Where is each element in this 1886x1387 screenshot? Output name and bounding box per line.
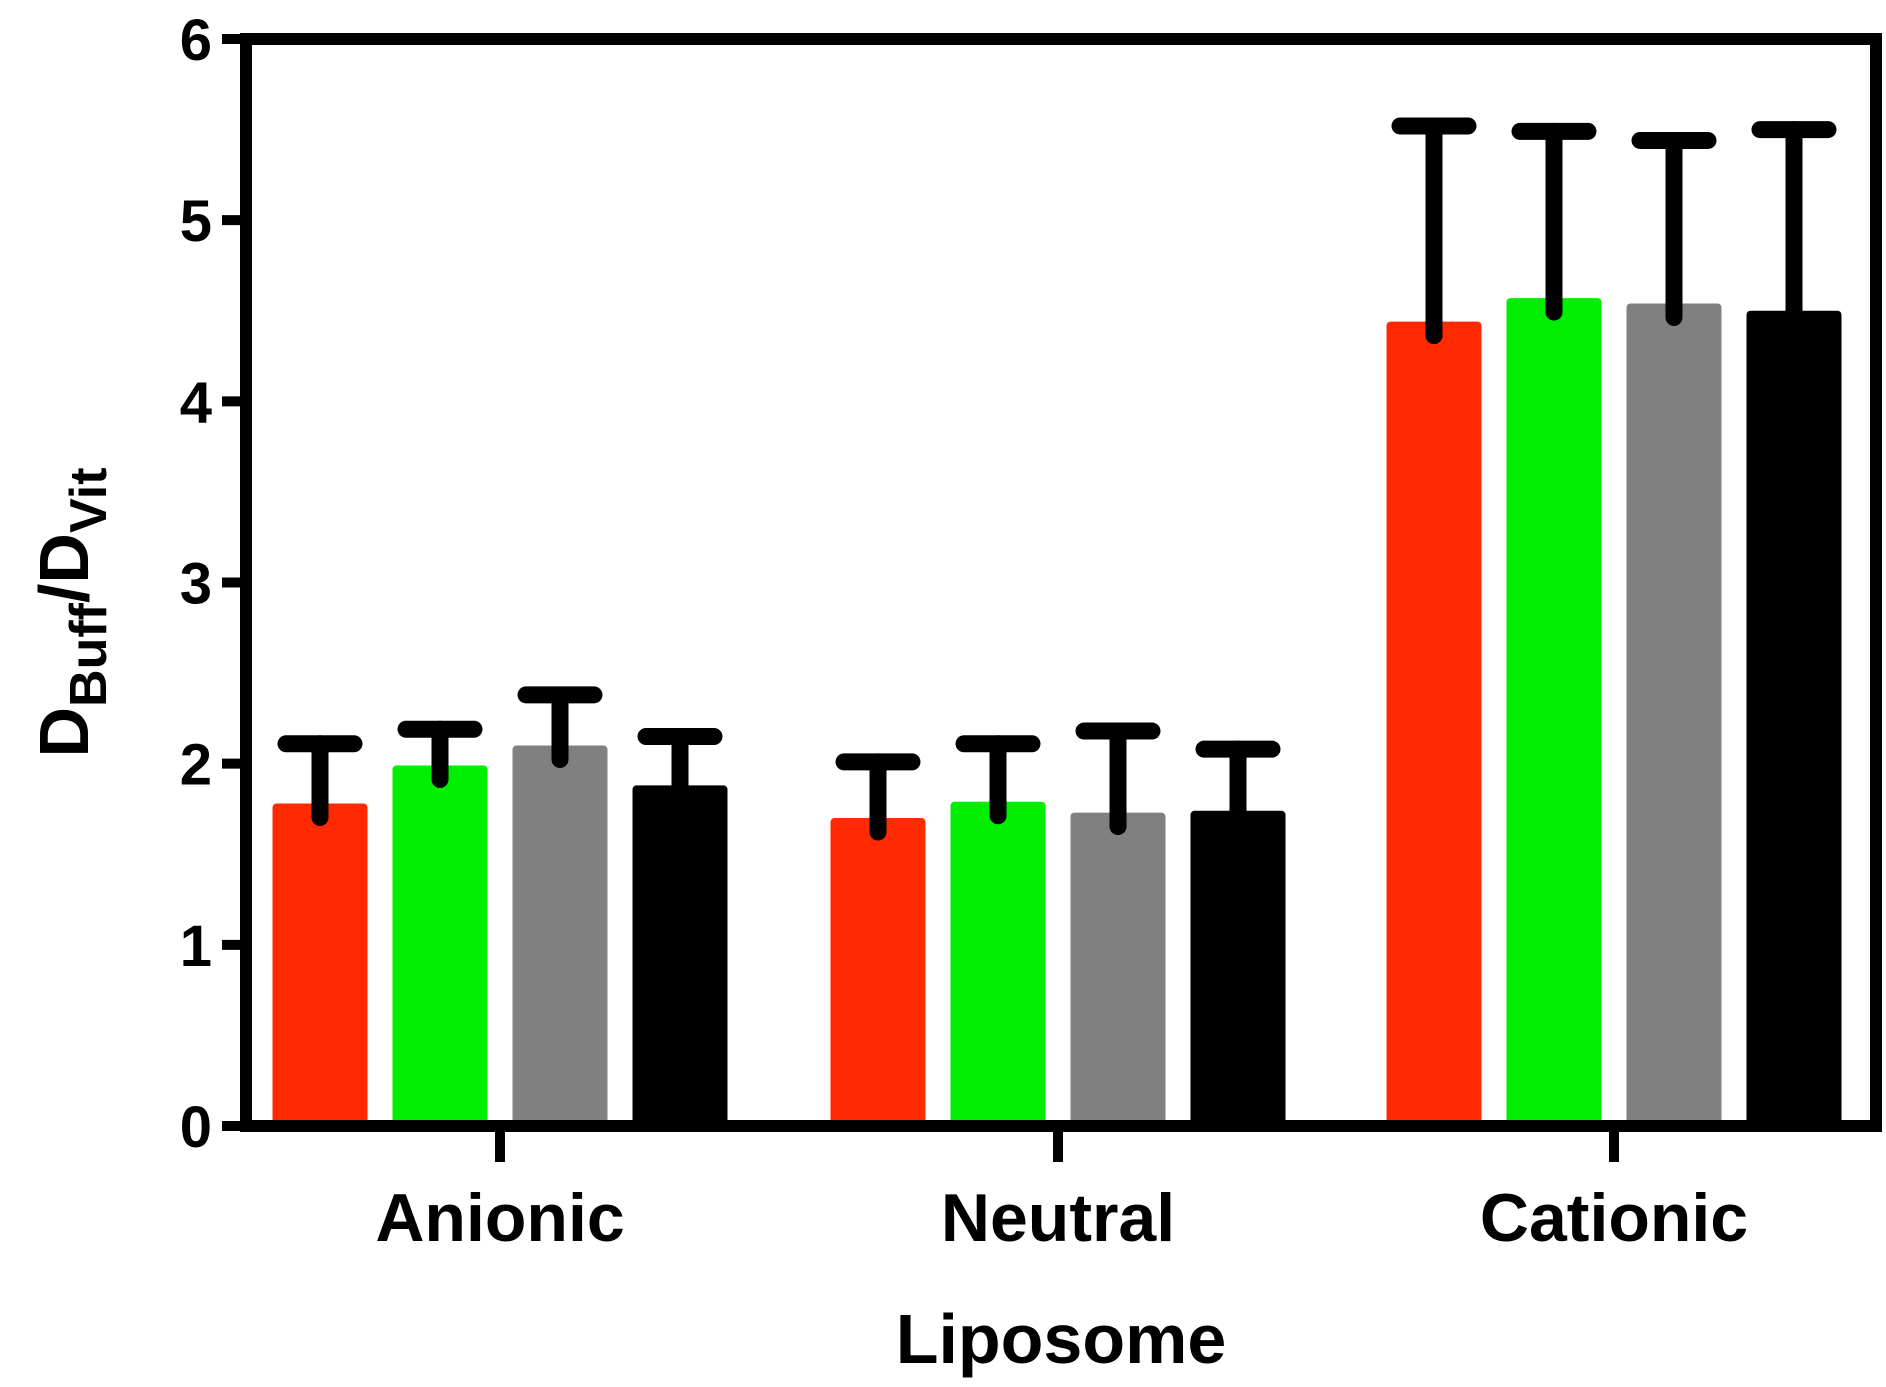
x-tick-label: Neutral [941,1180,1175,1256]
y-axis-title-sub2: Vit [60,467,118,533]
bars-layer [272,298,1842,1127]
bar [830,818,926,1126]
y-tick-label: 5 [180,189,212,254]
bar [272,803,368,1126]
y-tick-label: 4 [180,370,212,435]
bar [392,765,488,1126]
x-tick-label: Cationic [1480,1180,1748,1256]
y-axis-title-main2: D [25,533,103,584]
y-ticks-layer: 0 1 2 3 4 5 6 [180,8,246,1160]
bar [1070,812,1166,1126]
bar [950,801,1046,1126]
bar [1746,310,1842,1126]
y-tick-label: 6 [180,8,212,73]
x-tick-label: Anionic [375,1180,624,1256]
bar [632,785,728,1126]
bar [512,745,608,1126]
y-tick-label: 3 [180,552,212,617]
x-axis-title: Liposome [896,1300,1227,1378]
y-tick-label: 0 [180,1095,212,1160]
bar [1386,321,1482,1126]
error-bars-layer [277,117,1837,841]
bar [1626,303,1722,1127]
x-ticks-layer: Anionic Neutral Cationic [375,1126,1748,1256]
y-axis-title-main1: D [25,707,103,758]
y-tick-label: 2 [180,733,212,798]
bar [1506,298,1602,1126]
y-axis-title: DBuff/DVit [25,467,118,757]
y-tick-label: 1 [180,914,212,979]
y-axis-title-slash: / [25,584,103,603]
y-axis-title-sub1: Buff [60,602,118,707]
bar [1190,810,1286,1126]
